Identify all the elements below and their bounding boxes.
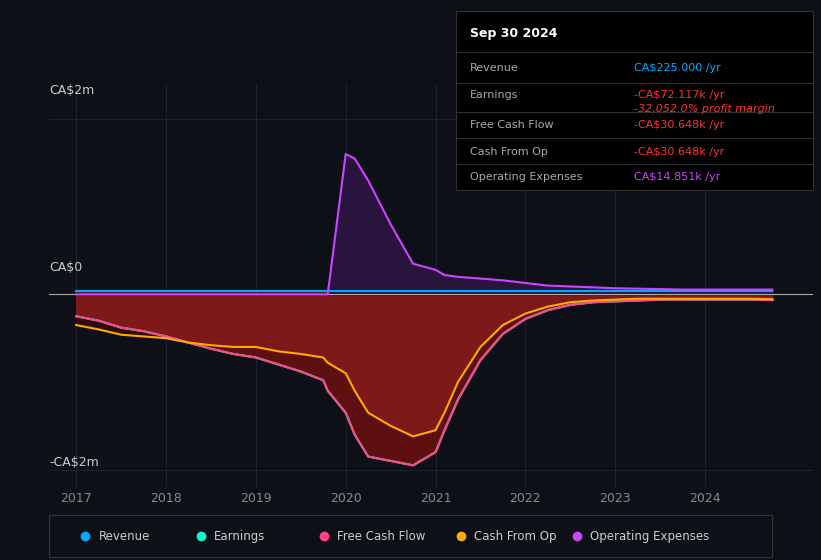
Text: -CA$2m: -CA$2m: [49, 456, 99, 469]
Text: Free Cash Flow: Free Cash Flow: [337, 530, 425, 543]
Text: CA$225.000 /yr: CA$225.000 /yr: [635, 63, 721, 73]
Text: Cash From Op: Cash From Op: [470, 147, 548, 157]
Text: CA$0: CA$0: [49, 261, 82, 274]
Text: Sep 30 2024: Sep 30 2024: [470, 27, 557, 40]
Text: Cash From Op: Cash From Op: [474, 530, 557, 543]
Text: CA$2m: CA$2m: [49, 84, 94, 97]
Text: -CA$30.648k /yr: -CA$30.648k /yr: [635, 120, 724, 130]
Text: Operating Expenses: Operating Expenses: [470, 172, 582, 182]
Text: -CA$72.117k /yr: -CA$72.117k /yr: [635, 90, 725, 100]
Text: Revenue: Revenue: [99, 530, 149, 543]
Text: Operating Expenses: Operating Expenses: [589, 530, 709, 543]
Text: CA$14.851k /yr: CA$14.851k /yr: [635, 172, 721, 182]
Text: Earnings: Earnings: [214, 530, 265, 543]
Text: Revenue: Revenue: [470, 63, 519, 73]
Text: -32,052.0% profit margin: -32,052.0% profit margin: [635, 104, 775, 114]
Text: Free Cash Flow: Free Cash Flow: [470, 120, 553, 130]
Text: Earnings: Earnings: [470, 90, 518, 100]
Text: -CA$30.648k /yr: -CA$30.648k /yr: [635, 147, 724, 157]
